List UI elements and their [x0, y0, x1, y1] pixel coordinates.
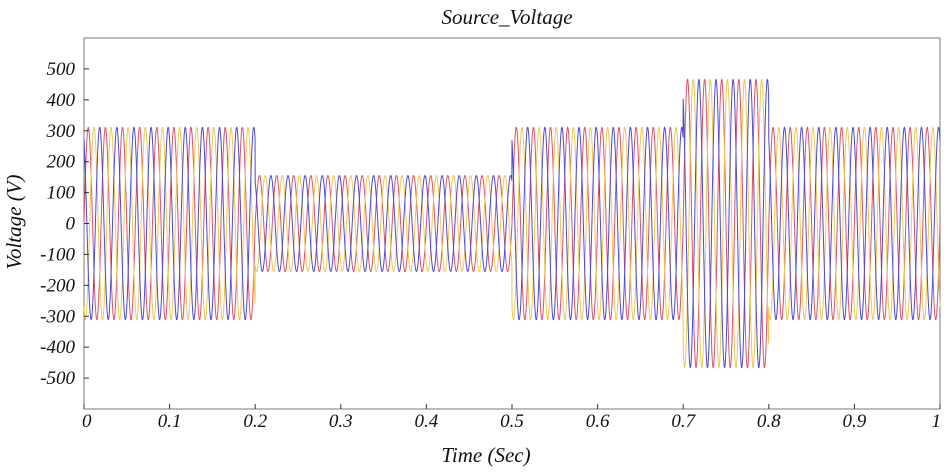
y-tick-label: -500: [40, 368, 75, 389]
chart-title: Source_Voltage: [441, 5, 572, 29]
y-tick-label: 100: [47, 183, 76, 204]
x-tick-label: 0.8: [757, 411, 781, 432]
y-tick-label: 300: [46, 121, 76, 142]
y-axis-label: Voltage (V): [2, 174, 26, 269]
y-tick-label: -100: [40, 244, 75, 265]
x-tick-label: 0.1: [158, 411, 182, 432]
series-layer: [83, 78, 941, 369]
y-tick-label: -400: [40, 337, 75, 358]
series-line-phase-a: [83, 78, 941, 369]
x-tick-label: 0: [82, 411, 92, 432]
x-axis-label: Time (Sec): [441, 443, 530, 467]
x-tick-label: 0.9: [843, 411, 867, 432]
x-tick-label: 0.4: [415, 411, 439, 432]
y-tick-label: -200: [40, 275, 75, 296]
x-tick-label: 0.2: [243, 411, 267, 432]
y-tick-label: 500: [47, 59, 76, 80]
series-line-phase-b: [83, 78, 941, 369]
x-tick-label: 1: [932, 411, 942, 432]
x-tick-label: 0.5: [500, 411, 524, 432]
y-tick-label: 400: [47, 90, 76, 111]
x-tick-label: 0.6: [586, 411, 610, 432]
y-axis: 500 400 300 200 100 0 -100 -200 -300 -400 -500: [40, 59, 89, 389]
series-line-phase-c: [83, 78, 941, 369]
y-tick-label: -300: [40, 306, 75, 327]
y-tick-label: 0: [66, 214, 76, 235]
x-tick-label: 0.7: [671, 411, 696, 432]
x-axis: 0 0.1 0.2 0.3 0.4 0.5 0.6 0.7 0.8 0.9 1: [82, 404, 941, 432]
x-tick-label: 0.3: [329, 411, 353, 432]
y-tick-label: 200: [47, 152, 76, 173]
